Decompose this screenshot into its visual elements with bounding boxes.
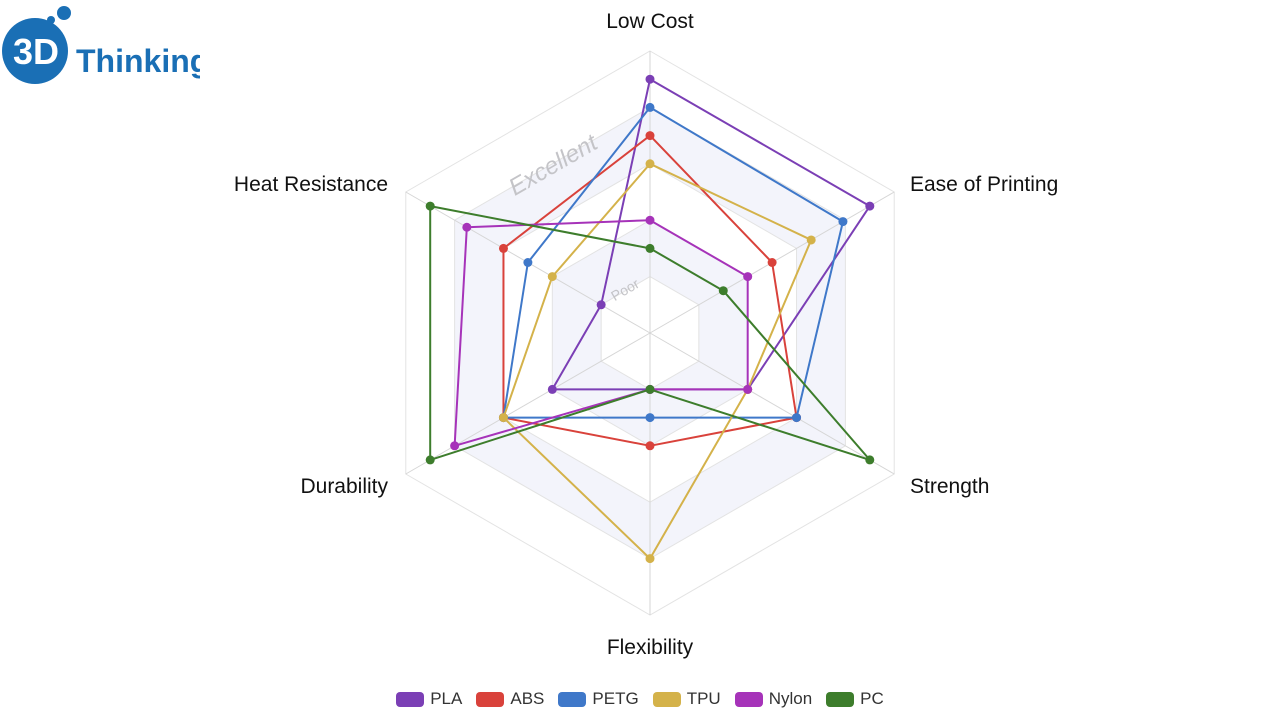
logo-word-text: Thinking [76,43,200,79]
data-point [806,235,816,245]
legend-label: ABS [510,689,545,708]
logo-graphic: 3D Thinking [2,6,209,84]
data-point [645,102,655,112]
chart-legend: PLA ABS PETG TPU Nylon PC [0,684,1280,714]
data-point [498,243,508,253]
data-point [645,159,655,169]
logo-bubble-large [57,6,71,20]
grid-spoke [649,332,895,475]
data-point [425,201,435,211]
legend-swatch [734,691,763,707]
legend-item-nylon[interactable]: Nylon [734,689,813,709]
data-point [838,217,848,227]
series-pc [425,201,875,465]
axis-label: Flexibility [607,636,694,659]
data-point [767,258,777,267]
data-point [645,131,655,141]
logo-badge [2,18,68,84]
brand-logo: 3D Thinking [0,0,209,90]
data-point [792,413,802,423]
legend-label: PETG [592,689,639,708]
axis-label: Heat Resistance [234,173,388,196]
data-point [596,300,606,310]
data-point [547,272,557,282]
legend-swatch [826,691,855,707]
grid-spoke [405,332,651,475]
legend-label: PLA [430,689,463,708]
legend-label: TPU [686,689,721,708]
axis-label: Ease of Printing [910,173,1058,196]
legend-item-petg[interactable]: PETG [558,689,639,709]
data-point [865,455,875,465]
data-point [718,286,728,296]
legend-label: PC [860,689,884,708]
data-point [865,201,875,211]
axis-label: Low Cost [606,10,694,33]
legend-label: Nylon [768,689,813,708]
legend-item-pla[interactable]: PLA [396,689,462,709]
data-point [645,441,655,451]
data-point [743,384,753,394]
series-layer [425,74,875,564]
axis-label: Durability [300,475,388,498]
data-point [645,554,655,564]
data-point [547,384,557,394]
legend-item-pc[interactable]: PC [826,689,884,709]
data-point [523,258,533,267]
data-point [645,413,655,423]
axis-labels: Low Cost Ease of Printing Strength Flexibil… [234,10,1058,659]
legend-item-tpu[interactable]: TPU [652,689,721,709]
legend-item-abs[interactable]: ABS [476,689,544,709]
series-petg [498,102,848,423]
data-point [743,272,753,282]
data-point [425,455,435,465]
data-point [645,243,655,253]
legend-swatch [558,691,587,707]
data-point [498,413,508,423]
logo-badge-text: 3D [13,31,59,72]
data-point [462,222,472,232]
legend-swatch [652,691,681,707]
data-point [645,215,655,225]
legend-swatch [396,691,425,707]
axis-label: Strength [910,475,989,498]
data-point [645,74,655,84]
data-point [450,441,460,451]
legend-swatch [476,691,505,707]
data-point [645,384,655,394]
